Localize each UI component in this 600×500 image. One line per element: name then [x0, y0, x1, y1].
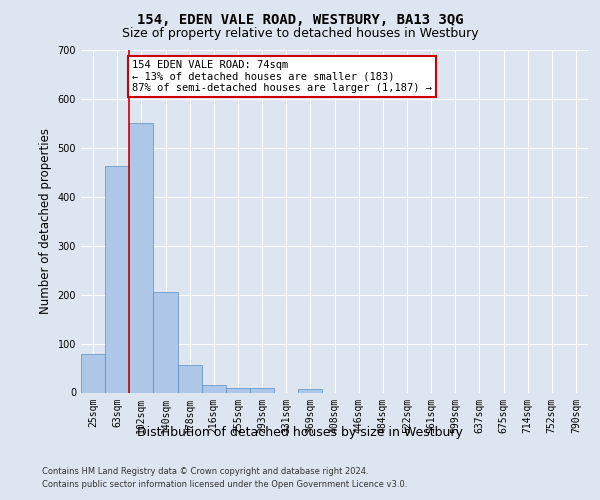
Bar [105, 166, 129, 392]
Text: Contains HM Land Registry data © Crown copyright and database right 2024.: Contains HM Land Registry data © Crown c… [42, 468, 368, 476]
Text: 154, EDEN VALE ROAD, WESTBURY, BA13 3QG: 154, EDEN VALE ROAD, WESTBURY, BA13 3QG [137, 12, 463, 26]
Bar [154, 292, 178, 392]
Bar [202, 385, 226, 392]
Text: Contains public sector information licensed under the Open Government Licence v3: Contains public sector information licen… [42, 480, 407, 489]
Bar [226, 388, 250, 392]
Text: Size of property relative to detached houses in Westbury: Size of property relative to detached ho… [122, 28, 478, 40]
Text: 154 EDEN VALE ROAD: 74sqm
← 13% of detached houses are smaller (183)
87% of semi: 154 EDEN VALE ROAD: 74sqm ← 13% of detac… [132, 60, 432, 93]
Bar [298, 388, 322, 392]
Bar [81, 354, 105, 393]
Bar [129, 124, 154, 392]
Y-axis label: Number of detached properties: Number of detached properties [39, 128, 52, 314]
Bar [178, 364, 202, 392]
Text: Distribution of detached houses by size in Westbury: Distribution of detached houses by size … [137, 426, 463, 439]
Bar [250, 388, 274, 392]
